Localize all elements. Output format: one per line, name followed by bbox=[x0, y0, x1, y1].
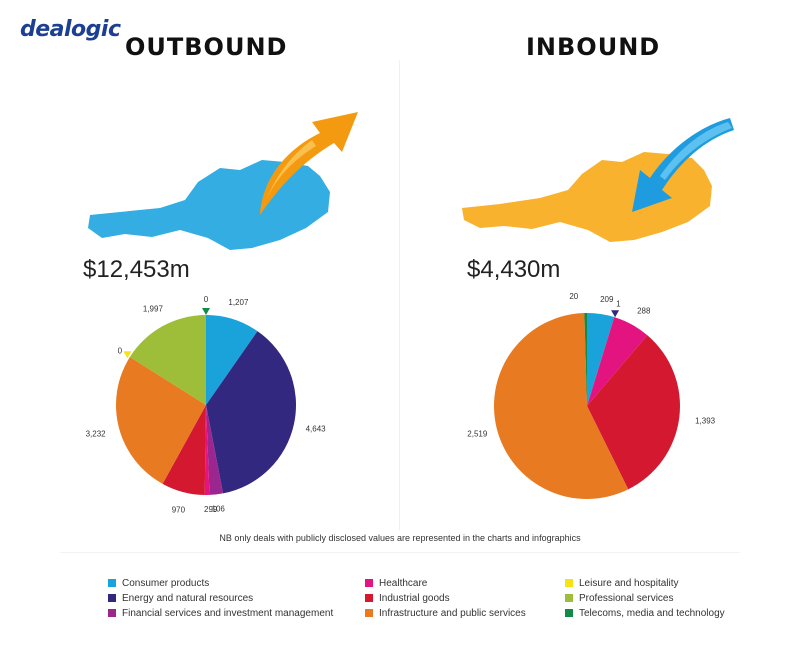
legend-label: Infrastructure and public services bbox=[379, 607, 526, 619]
pie-label-healthcare: 288 bbox=[637, 307, 651, 316]
legend-label: Consumer products bbox=[122, 577, 210, 589]
pie-slice-healthcare bbox=[204, 405, 210, 495]
zero-marker-telecoms bbox=[202, 308, 210, 315]
inbound-heading: INBOUND bbox=[526, 33, 661, 61]
pie-label-financial: 299 bbox=[204, 505, 218, 514]
dealogic-logo: dealogic bbox=[20, 17, 121, 42]
pie-slice-consumer bbox=[587, 313, 615, 406]
legend-swatch bbox=[565, 579, 573, 587]
legend-item: Professional services bbox=[565, 591, 758, 605]
legend-label: Telecoms, media and technology bbox=[579, 607, 725, 619]
legend-item: Healthcare bbox=[365, 576, 565, 590]
pie-label-energy: 4,643 bbox=[306, 424, 327, 433]
outbound-total: $12,453m bbox=[83, 256, 190, 283]
inbound-map-shape bbox=[462, 152, 712, 242]
pie-label-energy: 1 bbox=[616, 300, 621, 309]
pie-label-industrial: 970 bbox=[172, 505, 186, 514]
pie-label-leisure: 0 bbox=[118, 347, 123, 356]
pie-label-infrastructure: 2,519 bbox=[467, 429, 488, 438]
legend-item: Consumer products bbox=[108, 576, 365, 590]
pie-slice-infrastructure bbox=[493, 313, 629, 500]
legend-item: Infrastructure and public services bbox=[365, 606, 565, 620]
pie-label-telecoms: 20 bbox=[569, 292, 578, 301]
outbound-arrow-icon bbox=[260, 112, 358, 215]
pie-slice-consumer bbox=[206, 315, 258, 405]
legend-label: Financial services and investment manage… bbox=[122, 607, 334, 619]
legend-label: Energy and natural resources bbox=[122, 592, 254, 604]
legend-item: Telecoms, media and technology bbox=[565, 606, 758, 620]
outbound-heading: OUTBOUND bbox=[125, 33, 288, 61]
inbound-total: $4,430m bbox=[467, 256, 561, 283]
legend: Consumer products Healthcare Leisure and h… bbox=[108, 576, 758, 620]
legend-swatch bbox=[108, 594, 116, 602]
legend-swatch bbox=[365, 594, 373, 602]
pie-label-industrial: 1,393 bbox=[695, 417, 716, 426]
pie-slice-healthcare bbox=[587, 317, 648, 406]
pie-slice-professional bbox=[129, 315, 206, 405]
footer-divider bbox=[60, 552, 740, 553]
inbound-arrow-icon bbox=[632, 118, 734, 212]
pie-label-infrastructure: 3,232 bbox=[86, 429, 107, 438]
legend-item: Energy and natural resources bbox=[108, 591, 365, 605]
legend-swatch bbox=[365, 609, 373, 617]
outbound-map bbox=[88, 112, 358, 250]
pie-slice-financial bbox=[206, 405, 224, 495]
inbound-map bbox=[462, 118, 734, 242]
pie-slice-industrial bbox=[587, 335, 680, 490]
legend-label: Professional services bbox=[579, 592, 674, 604]
pie-label-professional: 1,997 bbox=[143, 305, 164, 314]
pie-slice-telecoms bbox=[584, 313, 587, 406]
legend-item: Leisure and hospitality bbox=[565, 576, 758, 590]
zero-marker-energy bbox=[611, 310, 620, 318]
pie-label-consumer: 209 bbox=[600, 295, 614, 304]
legend-label: Healthcare bbox=[379, 577, 428, 589]
pie-slice-infrastructure bbox=[115, 356, 206, 484]
pie-slice-energy bbox=[587, 317, 615, 406]
panel-divider bbox=[399, 60, 400, 530]
legend-label: Industrial goods bbox=[379, 592, 450, 604]
footnote: NB only deals with publicly disclosed va… bbox=[219, 533, 581, 543]
pie-slice-industrial bbox=[162, 405, 206, 495]
legend-item: Industrial goods bbox=[365, 591, 565, 605]
legend-swatch bbox=[108, 579, 116, 587]
legend-swatch bbox=[565, 594, 573, 602]
legend-swatch bbox=[565, 609, 573, 617]
legend-swatch bbox=[365, 579, 373, 587]
pie-label-consumer: 1,207 bbox=[228, 298, 249, 307]
pie-label-healthcare: 106 bbox=[212, 504, 226, 513]
legend-item: Financial services and investment manage… bbox=[108, 606, 365, 620]
legend-label: Leisure and hospitality bbox=[579, 577, 679, 589]
legend-swatch bbox=[108, 609, 116, 617]
zero-marker-leisure bbox=[123, 351, 132, 359]
pie-label-telecoms: 0 bbox=[204, 295, 209, 304]
pie-slice-energy bbox=[206, 331, 297, 494]
